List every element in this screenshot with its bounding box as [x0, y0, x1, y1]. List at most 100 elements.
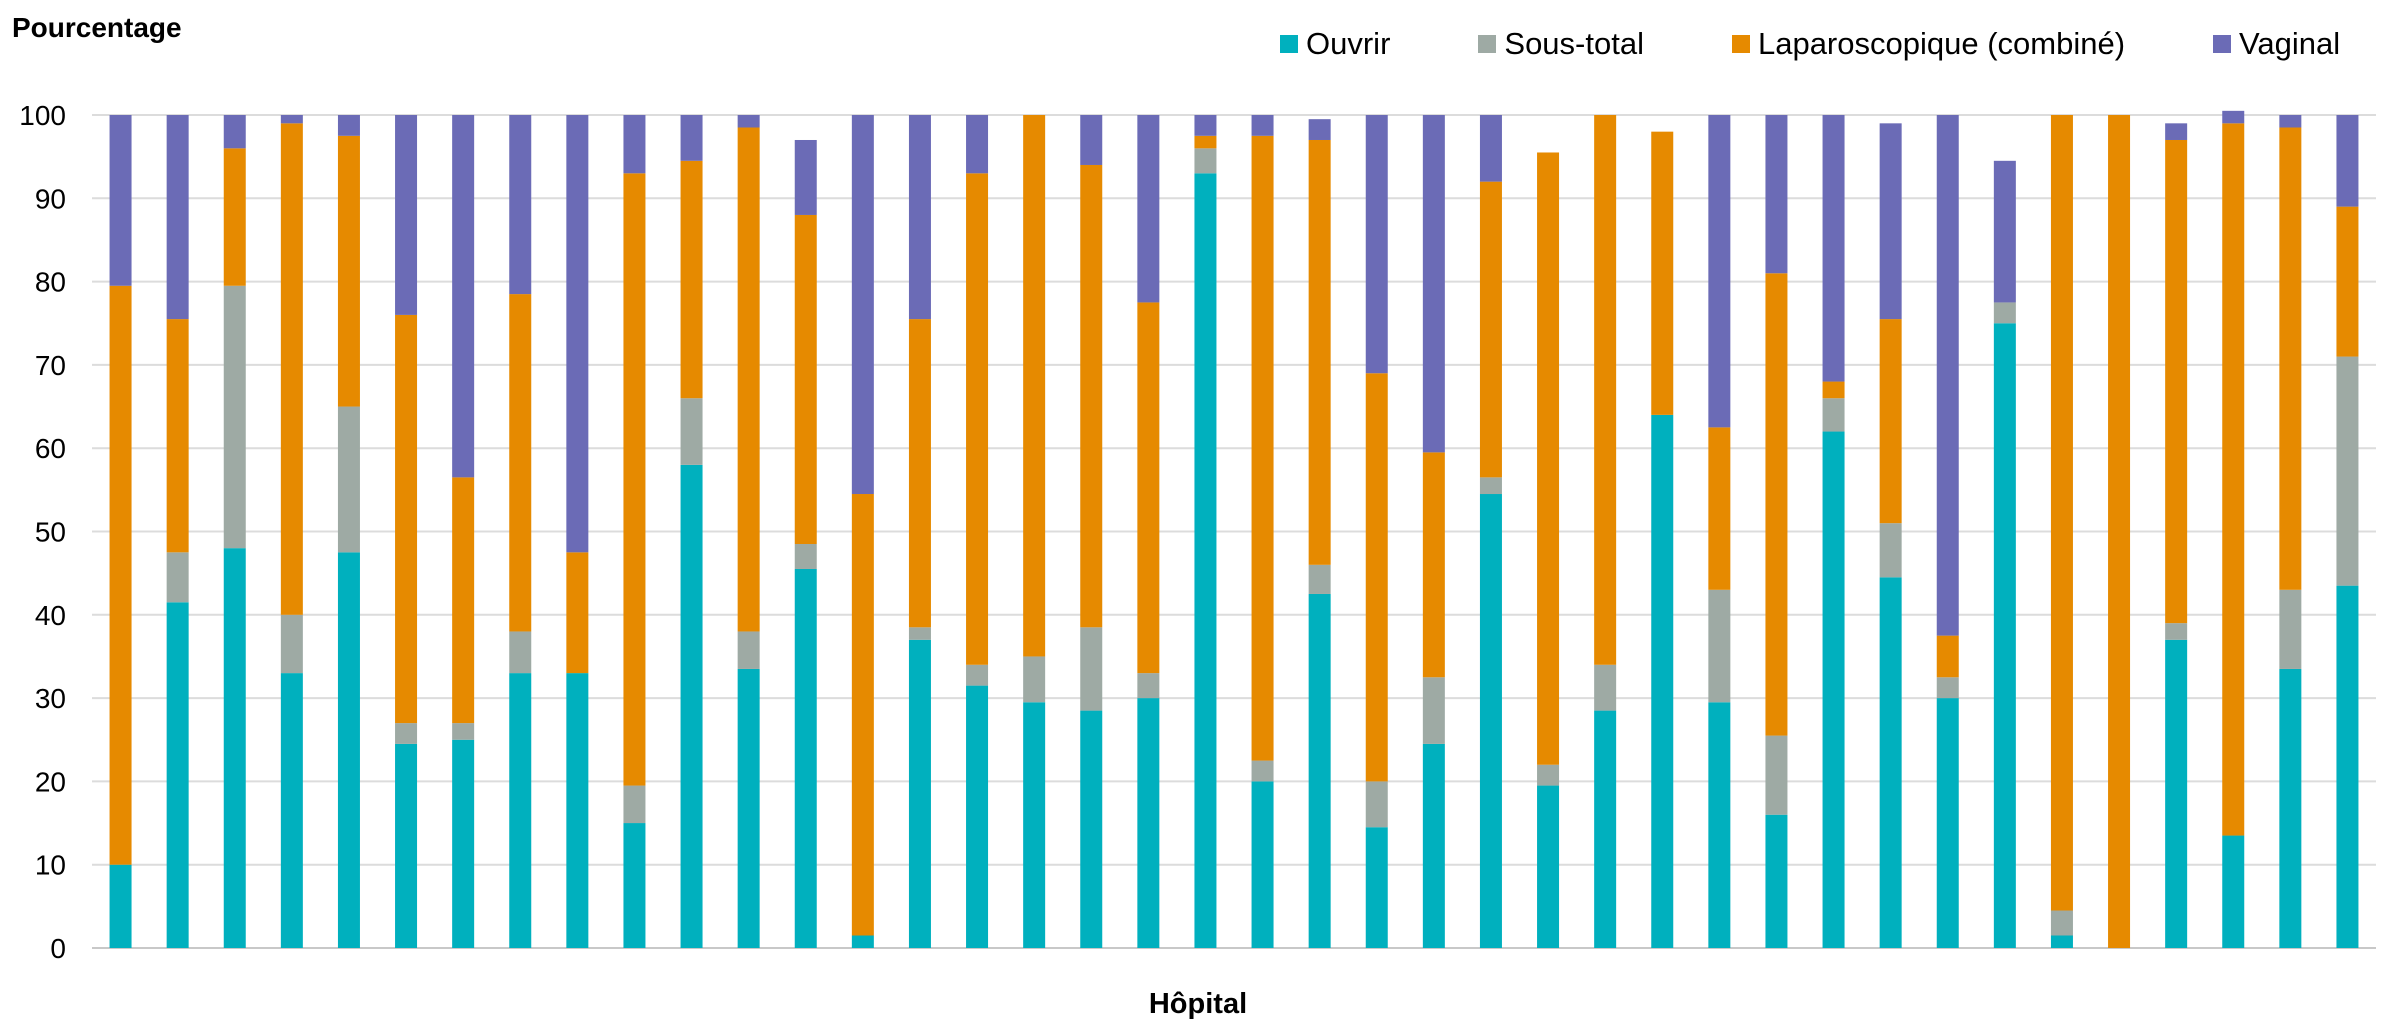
- bar-segment-h11-s0: [680, 464, 703, 948]
- bar-segment-h4-s2: [280, 123, 303, 615]
- bar-segment-h7-s2: [452, 477, 475, 724]
- bar-segment-h31-s3: [1822, 115, 1845, 382]
- bar-segment-h24-s3: [1422, 115, 1445, 453]
- bar-segment-h26-s0: [1537, 785, 1560, 948]
- bar-segment-h20-s1: [1194, 148, 1217, 174]
- bar-segment-h2-s1: [166, 552, 189, 603]
- bar-segment-h39-s0: [2279, 668, 2302, 948]
- bar-segment-h33-s3: [1936, 115, 1959, 636]
- bar-segment-h34-s0: [1993, 323, 2016, 948]
- bar-segment-h37-s0: [2165, 639, 2188, 948]
- bar-segment-h27-s0: [1594, 710, 1617, 948]
- legend-item-ouvrir: Ouvrir: [1280, 26, 1390, 62]
- bar-segment-h12-s1: [737, 631, 760, 669]
- bar-segment-h32-s3: [1879, 123, 1902, 320]
- bar-segment-h31-s2: [1822, 381, 1845, 399]
- bar-segment-h25-s1: [1479, 477, 1502, 495]
- bar-segment-h20-s2: [1194, 135, 1217, 149]
- bar-segment-h40-s0: [2336, 585, 2359, 948]
- bar-segment-h25-s3: [1479, 115, 1502, 182]
- y-tick-label-20: 20: [35, 766, 66, 797]
- y-tick-label-0: 0: [50, 933, 66, 964]
- bar-segment-h7-s3: [452, 115, 475, 478]
- bar-segment-h29-s1: [1708, 589, 1731, 703]
- legend-swatch-laparoscopique: [1731, 35, 1750, 53]
- bar-segment-h10-s1: [623, 785, 646, 824]
- bar-segment-h39-s3: [2279, 115, 2302, 128]
- legend-item-sous-total: Sous-total: [1478, 26, 1644, 62]
- bar-segment-h29-s2: [1708, 427, 1731, 590]
- y-tick-label-70: 70: [35, 350, 66, 381]
- bar-segment-h35-s1: [2050, 910, 2073, 936]
- bar-segment-h22-s1: [1308, 564, 1331, 594]
- bar-segment-h37-s1: [2165, 623, 2188, 640]
- bar-segment-h3-s3: [223, 115, 246, 149]
- bar-segment-h38-s0: [2222, 835, 2245, 948]
- bar-segment-h15-s0: [908, 639, 931, 948]
- bar-segment-h4-s1: [280, 614, 303, 674]
- bar-segment-h13-s0: [794, 568, 817, 948]
- bar-segment-h20-s0: [1194, 173, 1217, 948]
- bar-segment-h13-s1: [794, 543, 817, 569]
- bar-segment-h5-s2: [337, 135, 360, 407]
- bar-segment-h11-s2: [680, 160, 703, 399]
- legend: Ouvrir Sous-total Laparoscopique (combin…: [1280, 26, 2340, 62]
- y-tick-label-80: 80: [35, 267, 66, 298]
- bar-segment-h21-s2: [1251, 135, 1274, 761]
- bar-segment-h39-s2: [2279, 127, 2302, 590]
- y-tick-label-30: 30: [35, 683, 66, 714]
- legend-swatch-sous-total: [1478, 35, 1497, 53]
- bar-segment-h9-s2: [566, 552, 589, 674]
- bar-segment-h30-s2: [1765, 273, 1788, 736]
- y-tick-label-90: 90: [35, 183, 66, 214]
- y-axis-title: Pourcentage: [12, 12, 182, 43]
- bar-segment-h7-s0: [452, 739, 475, 948]
- bar-segment-h8-s0: [509, 673, 532, 948]
- y-tick-label-10: 10: [35, 850, 66, 881]
- bar-segment-h16-s2: [966, 173, 989, 665]
- bar-segment-h8-s2: [509, 294, 532, 632]
- y-tick-label-100: 100: [19, 100, 66, 131]
- bar-segment-h29-s3: [1708, 115, 1731, 428]
- legend-swatch-ouvrir: [1280, 35, 1298, 53]
- bar-segment-h29-s0: [1708, 702, 1731, 948]
- bar-segment-h27-s2: [1594, 115, 1617, 665]
- bar-segment-h17-s0: [1023, 702, 1046, 948]
- bar-segment-h39-s1: [2279, 589, 2302, 669]
- bar-segment-h34-s1: [1993, 302, 2016, 324]
- bar-segment-h21-s0: [1251, 781, 1274, 948]
- bar-segment-h33-s2: [1936, 635, 1959, 678]
- bar-segment-h33-s0: [1936, 698, 1959, 948]
- bar-segment-h17-s1: [1023, 656, 1046, 703]
- bar-segment-h19-s2: [1137, 302, 1160, 674]
- bar-segment-h24-s1: [1422, 677, 1445, 744]
- bar-segment-h1-s0: [109, 864, 132, 948]
- bar-segment-h31-s1: [1822, 398, 1845, 432]
- y-tick-label-40: 40: [35, 600, 66, 631]
- bar-segment-h6-s3: [395, 115, 418, 315]
- bar-segment-h28-s2: [1651, 131, 1674, 415]
- legend-label-vaginal: Vaginal: [2239, 26, 2341, 61]
- y-tick-label-50: 50: [35, 517, 66, 548]
- bar-segment-h30-s0: [1765, 814, 1788, 948]
- bar-segment-h20-s3: [1194, 115, 1217, 136]
- legend-swatch-vaginal: [2213, 35, 2232, 53]
- bar-segment-h40-s1: [2336, 356, 2359, 586]
- bar-segment-h36-s2: [2108, 115, 2131, 948]
- bar-segment-h21-s1: [1251, 760, 1274, 782]
- bar-segment-h2-s0: [166, 602, 189, 948]
- bar-segment-h11-s1: [680, 398, 703, 465]
- bar-segment-h6-s1: [395, 723, 418, 744]
- bar-segment-h3-s0: [223, 548, 246, 948]
- bar-segment-h9-s3: [566, 115, 589, 553]
- bar-segment-h13-s2: [794, 214, 817, 544]
- bar-segment-h12-s0: [737, 668, 760, 948]
- bar-segment-h31-s0: [1822, 431, 1845, 948]
- bar-segment-h16-s3: [966, 115, 989, 174]
- bar-segment-h7-s1: [452, 723, 475, 740]
- bar-segment-h33-s1: [1936, 677, 1959, 699]
- bar-segment-h28-s0: [1651, 414, 1674, 948]
- bar-segment-h5-s3: [337, 115, 360, 136]
- bar-segment-h15-s3: [908, 115, 931, 320]
